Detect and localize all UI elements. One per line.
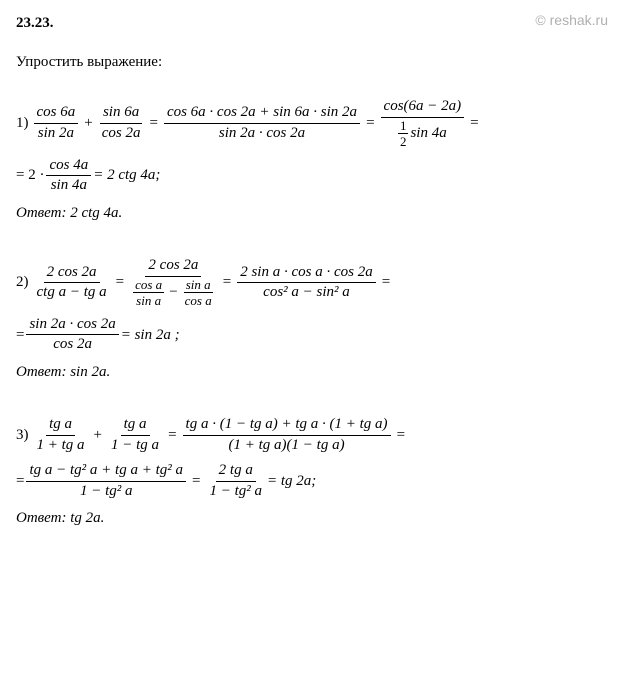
p1-f5d: sin 4a [48, 176, 90, 196]
p3-answer: Ответ: tg 2a. [16, 507, 608, 530]
p3-f5n: 2 tg a [216, 461, 256, 482]
solution-2: 2) 2 cos 2a ctg a − tg a = 2 cos 2a cos … [16, 256, 608, 383]
p3-f4lead: = [16, 470, 24, 493]
problem-number: 23.23. [16, 12, 608, 35]
p3-f3n: tg a · (1 − tg a) + tg a · (1 + tg a) [183, 415, 391, 436]
p2-answer: Ответ: sin 2a. [16, 361, 608, 384]
p2-f4tail: = sin 2a ; [121, 324, 180, 347]
p1-f5tail: = 2 ctg 4a; [93, 164, 160, 187]
p1-line1: 1) cos 6a sin 2a + sin 6a cos 2a = cos 6… [16, 97, 608, 150]
p2-f4lead: = [16, 324, 24, 347]
p3-f5d: 1 − tg² a [206, 482, 265, 502]
p1-f1d: sin 2a [35, 124, 77, 144]
solution-3: 3) tg a 1 + tg a + tg a 1 − tg a = tg a … [16, 415, 608, 530]
p1-line2: = 2 · cos 4a sin 4a = 2 ctg 4a; [16, 156, 608, 196]
task-title: Упростить выражение: [16, 51, 608, 74]
p2-f4d: cos 2a [50, 335, 95, 355]
p1-f1n: cos 6a [34, 103, 79, 124]
p3-f1n: tg a [46, 415, 75, 436]
p1-f2d: cos 2a [99, 124, 144, 144]
p3-line1: 3) tg a 1 + tg a + tg a 1 − tg a = tg a … [16, 415, 608, 455]
p1-f5n: cos 4a [46, 156, 91, 177]
p1-f3d: sin 2a · cos 2a [216, 124, 308, 144]
p2-id: 2) [16, 271, 29, 294]
p3-id: 3) [16, 424, 29, 447]
p2-line2: = sin 2a · cos 2a cos 2a = sin 2a ; [16, 315, 608, 355]
p2-f4n: sin 2a · cos 2a [26, 315, 118, 336]
p3-f4d: 1 − tg² a [77, 482, 136, 502]
p3-line2: = tg a − tg² a + tg a + tg² a 1 − tg² a … [16, 461, 608, 501]
solution-1: 1) cos 6a sin 2a + sin 6a cos 2a = cos 6… [16, 97, 608, 224]
p2-f3d: cos² a − sin² a [260, 283, 353, 303]
p2-f3n: 2 sin a · cos a · cos 2a [237, 263, 376, 284]
p2-f2d: cos a sin a − sin a cos a [130, 277, 217, 309]
p2-line1: 2) 2 cos 2a ctg a − tg a = 2 cos 2a cos … [16, 256, 608, 309]
p1-f4d: 1 2 sin 4a [395, 118, 450, 150]
p3-f1d: 1 + tg a [34, 436, 88, 456]
p1-answer: Ответ: 2 ctg 4a. [16, 202, 608, 225]
p2-f1n: 2 cos 2a [44, 263, 100, 284]
p2-f2n: 2 cos 2a [145, 256, 201, 277]
p3-f3d: (1 + tg a)(1 − tg a) [226, 436, 348, 456]
p3-f2n: tg a [121, 415, 150, 436]
p1-f3n: cos 6a · cos 2a + sin 6a · sin 2a [164, 103, 360, 124]
p3-f5tail: = tg 2a; [267, 470, 316, 493]
p1-f5lead: = 2 · [16, 164, 44, 187]
watermark: © reshak.ru [535, 10, 608, 31]
p1-id: 1) [16, 112, 29, 135]
p3-f4n: tg a − tg² a + tg a + tg² a [26, 461, 186, 482]
p2-f1d: ctg a − tg a [34, 283, 110, 303]
p1-f4n: cos(6a − 2a) [381, 97, 465, 118]
p3-f2d: 1 − tg a [108, 436, 162, 456]
p1-f2n: sin 6a [100, 103, 142, 124]
